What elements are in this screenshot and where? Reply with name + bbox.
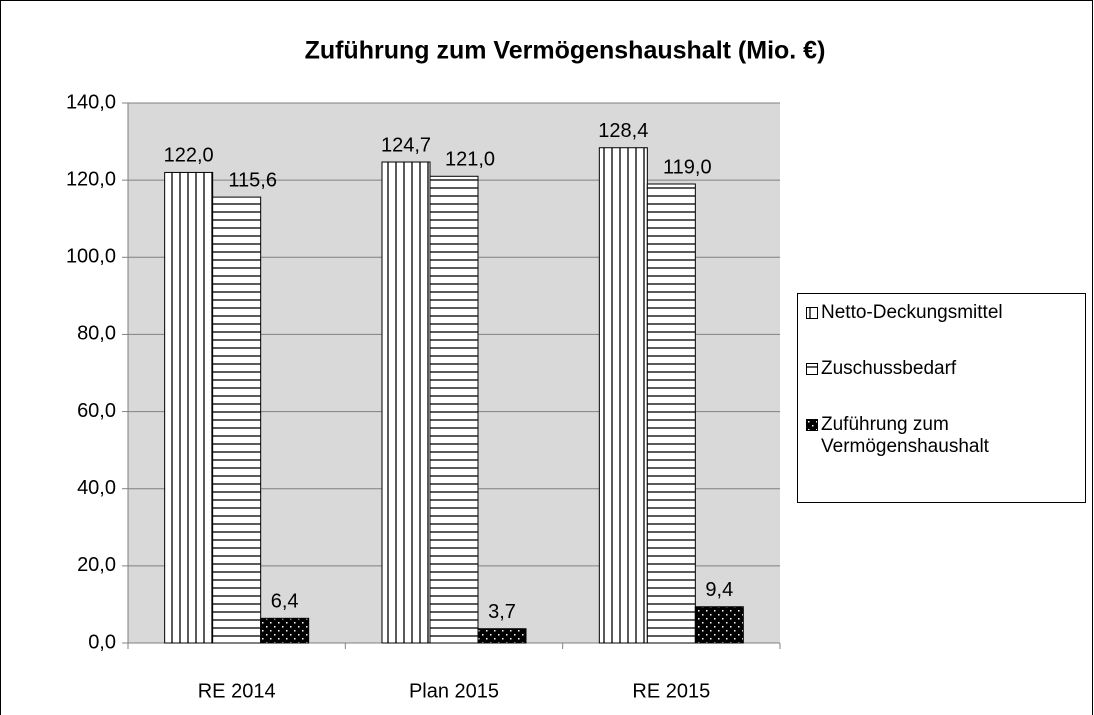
bar [646, 183, 696, 644]
legend-swatch [806, 363, 818, 375]
legend-entry: Netto-Deckungsmittel [802, 302, 1081, 324]
y-tick-label: 140,0 [66, 91, 116, 113]
y-tick-label: 40,0 [77, 477, 116, 499]
bar [694, 606, 744, 644]
legend-swatch [806, 307, 818, 319]
x-tick-label: RE 2015 [632, 680, 710, 702]
legend-entry: Zuführung zum Vermögenshaushalt [802, 414, 1081, 458]
y-tick-label: 80,0 [77, 323, 116, 345]
legend-swatch-fill [806, 307, 818, 319]
value-label: 124,7 [381, 134, 431, 156]
value-label: 6,4 [271, 591, 299, 613]
legend-label: Netto-Deckungsmittel [821, 302, 1003, 323]
legend-swatch-fill [806, 363, 818, 375]
y-tick-label: 60,0 [77, 400, 116, 422]
value-label: 9,4 [705, 579, 733, 601]
value-label: 115,6 [228, 169, 277, 191]
bar [381, 161, 431, 644]
legend: Netto-Deckungsmittel Zuschussbedarf Zuführ… [797, 293, 1086, 503]
y-tick-label: 100,0 [66, 246, 116, 268]
legend-label: Zuführung zum Vermögenshaushalt [821, 414, 989, 457]
value-label: 3,7 [488, 601, 516, 623]
bar [429, 175, 479, 644]
x-tick-label: Plan 2015 [409, 680, 499, 702]
value-label: 128,4 [598, 120, 648, 142]
value-label: 122,0 [164, 145, 214, 167]
legend-label: Zuschussbedarf [821, 358, 957, 379]
bar [598, 147, 648, 644]
legend-entry: Zuschussbedarf [802, 358, 1081, 380]
y-tick-label: 120,0 [66, 168, 116, 190]
y-tick-label: 20,0 [77, 554, 116, 576]
chart-title: Zuführung zum Vermögenshaushalt (Mio. €) [305, 37, 826, 65]
bar [164, 171, 214, 644]
bar [260, 617, 310, 644]
y-tick-label: 0,0 [88, 631, 116, 653]
legend-swatch [806, 419, 818, 431]
legend-swatch-fill [806, 419, 818, 431]
value-label: 121,0 [445, 149, 495, 171]
x-tick-label: RE 2014 [198, 680, 276, 702]
bar [212, 196, 262, 644]
value-label: 119,0 [663, 156, 712, 178]
bar [477, 628, 527, 644]
